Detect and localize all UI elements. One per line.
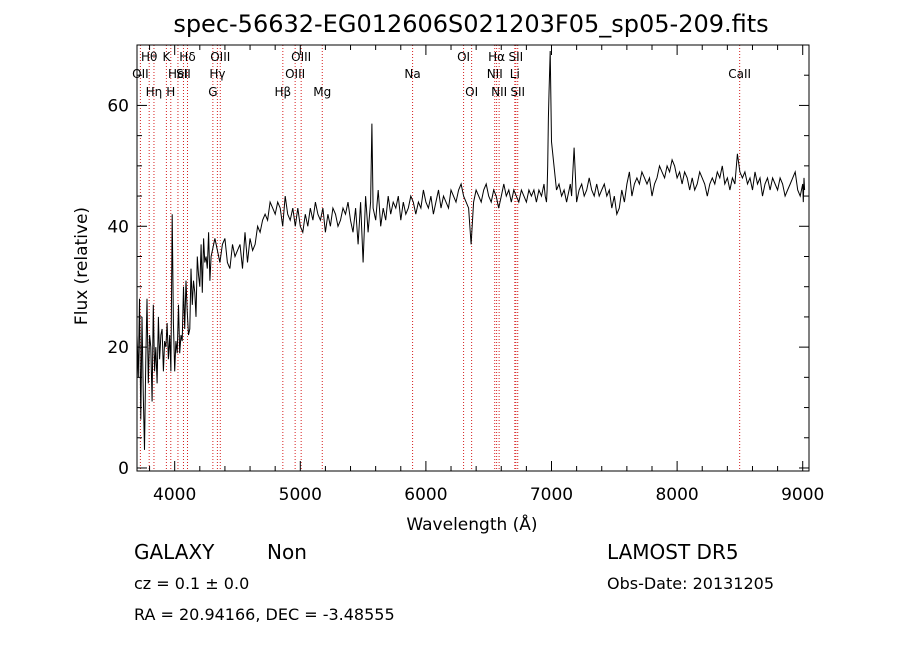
spectral-line-label: G bbox=[208, 85, 217, 99]
spectral-line-label: H bbox=[166, 85, 175, 99]
spectral-line-label: NII bbox=[487, 67, 503, 81]
plot-frame bbox=[136, 44, 810, 472]
spectral-line-label: Hδ bbox=[179, 50, 195, 64]
x-tick-label: 6000 bbox=[404, 485, 447, 505]
y-tick-label: 60 bbox=[107, 96, 129, 116]
spectral-line-label: HeI bbox=[168, 67, 188, 81]
survey-name: LAMOST DR5 bbox=[607, 540, 739, 564]
x-tick-label: 5000 bbox=[279, 485, 322, 505]
spectral-line-label: NII bbox=[491, 85, 507, 99]
y-axis-title: Flux (relative) bbox=[72, 207, 92, 325]
observation-date: Obs-Date: 20131205 bbox=[607, 574, 774, 593]
object-class: GALAXY bbox=[134, 540, 215, 564]
x-tick-label: 7000 bbox=[530, 485, 573, 505]
spectral-line-label: OIII bbox=[210, 50, 230, 64]
redshift-cz: cz = 0.1 ± 0.0 bbox=[134, 574, 249, 593]
spectral-line-label: Hη bbox=[146, 85, 163, 99]
ra-dec-coordinates: RA = 20.94166, DEC = -3.48555 bbox=[134, 605, 395, 624]
spectral-line-label: SII bbox=[176, 67, 191, 81]
spectral-line-label: OIII bbox=[285, 67, 305, 81]
y-tick-label: 40 bbox=[107, 217, 129, 237]
spectral-line-label: SII bbox=[510, 85, 525, 99]
spectral-line-label: OIII bbox=[291, 50, 311, 64]
spectral-line-label: SII bbox=[508, 50, 523, 64]
y-tick-label: 20 bbox=[107, 338, 129, 358]
x-tick-label: 8000 bbox=[655, 485, 698, 505]
object-subclass: Non bbox=[267, 540, 307, 564]
spectral-line-label: OI bbox=[465, 85, 478, 99]
spectral-line-label: OI bbox=[457, 50, 470, 64]
spectral-line-label: Mg bbox=[313, 85, 331, 99]
x-axis-title: Wavelength (Å) bbox=[406, 513, 537, 535]
spectral-line-label: Hθ bbox=[141, 50, 157, 64]
x-tick-label: 9000 bbox=[781, 485, 824, 505]
spectral-line-label: Hβ bbox=[274, 85, 291, 99]
spectral-line-label: K bbox=[162, 50, 171, 64]
spectral-line-label: CaII bbox=[728, 67, 751, 81]
spectral-line-label: Hα bbox=[488, 50, 505, 64]
spectral-line-label: Na bbox=[404, 67, 420, 81]
spectral-line-label: Li bbox=[510, 67, 520, 81]
spectral-line-label: Hγ bbox=[209, 67, 225, 81]
x-tick-label: 4000 bbox=[153, 485, 196, 505]
chart-title: spec-56632-EG012606S021203F05_sp05-209.f… bbox=[173, 10, 768, 38]
spectrum-line bbox=[136, 50, 806, 450]
spectral-line-label: OII bbox=[132, 67, 149, 81]
y-tick-label: 0 bbox=[118, 459, 129, 479]
